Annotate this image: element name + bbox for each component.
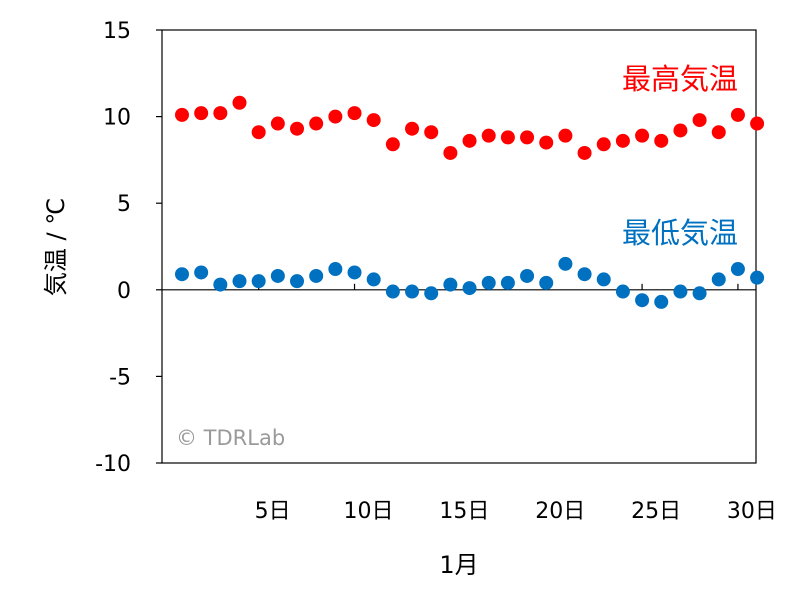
high-temp-point — [481, 128, 496, 143]
high-temp-point — [328, 109, 343, 124]
y-tick-label: -10 — [95, 452, 131, 477]
high-temp-point — [232, 95, 247, 110]
y-axis-ticks: 15 10 5 0 -5 -10 — [95, 19, 162, 477]
y-axis-title: 気温 / ℃ — [42, 198, 70, 296]
low-temp-point — [251, 274, 266, 289]
low-temp-point — [673, 284, 688, 299]
low-temp-point — [175, 267, 189, 282]
high-temp-point — [251, 125, 266, 140]
series-high-temperature — [175, 95, 765, 160]
x-tick-label: 10日 — [344, 499, 394, 524]
high-temp-point — [347, 106, 362, 121]
high-temp-point — [366, 113, 381, 128]
x-tick-label: 15日 — [439, 499, 489, 524]
y-tick-label: 5 — [117, 192, 131, 217]
series-low-temperature — [175, 256, 765, 309]
high-temp-point — [424, 125, 439, 140]
high-temp-point — [213, 106, 228, 121]
low-temp-point — [290, 274, 305, 289]
low-temp-point — [711, 272, 726, 287]
low-temp-point — [615, 284, 630, 299]
high-temp-point — [577, 145, 592, 160]
x-axis-title: 1月 — [439, 551, 478, 579]
high-temp-point — [750, 116, 765, 131]
plot-area-frame — [161, 29, 757, 464]
high-temp-point — [692, 113, 707, 128]
low-temp-point — [347, 265, 362, 280]
low-temp-point — [232, 274, 247, 289]
high-temp-point — [635, 128, 650, 143]
low-temp-point — [424, 286, 439, 301]
low-temp-point — [481, 275, 496, 290]
high-temp-point — [615, 133, 630, 148]
series-label-low: 最低気温 — [622, 216, 738, 250]
y-tick-label: 10 — [103, 106, 131, 131]
high-temp-point — [405, 121, 420, 136]
high-temp-point — [443, 145, 458, 160]
high-temp-point — [730, 107, 745, 122]
low-temp-point — [500, 275, 515, 290]
low-temp-point — [405, 284, 420, 299]
low-temp-point — [309, 268, 324, 283]
low-temp-point — [635, 293, 650, 308]
x-axis-ticks: 5日 10日 15日 20日 25日 30日 — [255, 283, 777, 524]
low-temp-point — [270, 268, 285, 283]
high-temp-point — [270, 116, 285, 131]
high-temp-point — [500, 130, 515, 145]
high-temp-point — [462, 133, 477, 148]
low-temp-point — [596, 272, 611, 287]
low-temp-point — [194, 265, 209, 280]
low-temp-point — [366, 272, 381, 287]
low-temp-point — [328, 262, 343, 277]
low-temp-point — [520, 268, 535, 283]
watermark: © TDRLab — [176, 426, 285, 450]
low-temp-point — [692, 286, 707, 301]
x-tick-label: 30日 — [727, 499, 777, 524]
low-temp-point — [750, 270, 765, 285]
high-temp-point — [673, 123, 688, 138]
high-temp-point — [711, 125, 726, 140]
low-temp-point — [730, 262, 745, 277]
high-temp-point — [558, 128, 573, 143]
high-temp-point — [290, 121, 305, 136]
y-tick-label: -5 — [109, 365, 131, 390]
high-temp-point — [539, 135, 554, 150]
low-temp-point — [213, 277, 228, 292]
y-tick-label: 0 — [117, 279, 131, 304]
high-temp-point — [175, 107, 189, 122]
series-label-high: 最高気温 — [622, 62, 738, 96]
x-tick-label: 20日 — [535, 499, 585, 524]
low-temp-point — [539, 275, 554, 290]
high-temp-point — [520, 130, 535, 145]
low-temp-point — [654, 294, 669, 309]
low-temp-point — [385, 284, 400, 299]
x-tick-label: 5日 — [255, 499, 291, 524]
high-temp-point — [596, 137, 611, 152]
low-temp-point — [577, 267, 592, 282]
high-temp-point — [385, 137, 400, 152]
low-temp-point — [443, 277, 458, 292]
x-tick-label: 25日 — [631, 499, 681, 524]
low-temp-point — [462, 281, 477, 296]
y-tick-label: 15 — [103, 19, 131, 44]
high-temp-point — [194, 106, 209, 121]
high-temp-point — [309, 116, 324, 131]
high-temp-point — [654, 133, 669, 148]
low-temp-point — [558, 256, 573, 271]
